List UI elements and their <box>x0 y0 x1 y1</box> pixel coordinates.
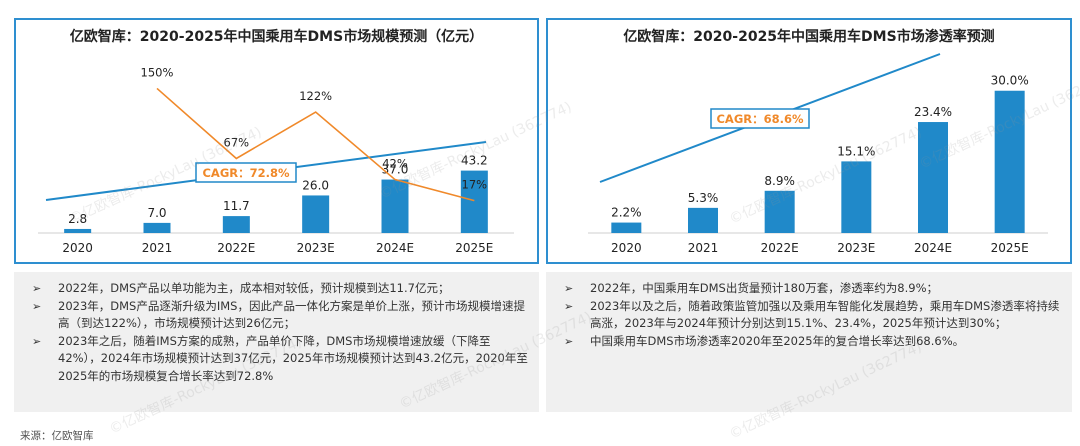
arrow-bullet-icon: ➢ <box>564 334 574 348</box>
bar <box>64 228 92 233</box>
market-size-notes: ➢ 2022年，DMS产品以单功能为主，成本相对较低，预计规模到达11.7亿元； … <box>14 272 539 412</box>
x-tick-label: 2023E <box>837 241 875 255</box>
bar-value-label: 30.0% <box>991 74 1029 88</box>
arrow-bullet-icon: ➢ <box>32 334 42 348</box>
cagr-label: CAGR：68.6% <box>716 112 804 126</box>
bar <box>460 170 488 233</box>
bar <box>302 195 330 233</box>
x-tick-label: 2020 <box>611 241 642 255</box>
note-item: ➢ 2023年，DMS产品逐渐升级为IMS，因此产品一体化方案是单价上涨，预计市场… <box>32 298 525 331</box>
growth-rate-label: 122% <box>299 89 332 103</box>
bar <box>994 90 1025 233</box>
arrow-bullet-icon: ➢ <box>32 299 42 313</box>
bar-value-label: 2.8 <box>68 212 87 226</box>
x-tick-label: 2023E <box>297 241 335 255</box>
growth-rate-line <box>156 87 475 202</box>
bar-value-label: 11.7 <box>223 199 250 213</box>
bar <box>381 179 409 233</box>
bar-value-label: 26.0 <box>302 178 329 192</box>
note-item: ➢ 2022年，DMS产品以单功能为主，成本相对较低，预计规模到达11.7亿元； <box>28 280 529 298</box>
market-size-chart-panel: 亿欧智库：2020-2025年中国乘用车DMS市场规模预测（亿元） 2.8 202… <box>14 18 539 264</box>
note-item: ➢ 中国乘用车DMS市场渗透率2020年至2025年的复合增长率达到68.6%。 <box>560 333 1062 351</box>
x-tick-label: 2020 <box>62 241 93 255</box>
x-tick-label: 2024E <box>914 241 952 255</box>
x-tick-label: 2024E <box>376 241 414 255</box>
cagr-label: CAGR：72.8% <box>202 166 290 180</box>
penetration-chart-title: 亿欧智库：2020-2025年中国乘用车DMS市场渗透率预测 <box>623 29 995 45</box>
bar <box>764 190 795 233</box>
growth-rate-label: 150% <box>141 65 174 79</box>
cagr-box <box>195 162 297 183</box>
note-item: ➢ 2023年之后，随着IMS方案的成熟，产品单价下降，DMS市场规模增速放缓（下… <box>32 333 528 383</box>
market-size-chart-title: 亿欧智库：2020-2025年中国乘用车DMS市场规模预测（亿元） <box>69 29 484 45</box>
bar-value-label: 23.4% <box>914 105 952 119</box>
bar-value-label: 7.0 <box>147 206 166 220</box>
bar <box>841 161 872 233</box>
arrow-bullet-icon: ➢ <box>564 299 574 313</box>
x-tick-label: 2021 <box>142 241 173 255</box>
bar <box>143 222 171 233</box>
note-item: ➢ 2022年，中国乘用车DMS出货量预计180万套，渗透率约为8.9%； <box>560 280 1062 298</box>
note-item: ➢ 2023年以及之后，随着政策监管加强以及乘用车智能化发展趋势，乘用车DMS渗透… <box>564 298 1060 331</box>
growth-rate-label: 67% <box>224 135 250 149</box>
source-note: 来源：亿欧智库 <box>20 430 94 442</box>
bar-value-label: 5.3% <box>688 191 719 205</box>
penetration-notes: ➢ 2022年，中国乘用车DMS出货量预计180万套，渗透率约为8.9%； ➢ 20… <box>546 272 1072 412</box>
bar-value-label: 15.1% <box>837 144 875 158</box>
bar-value-label: 2.2% <box>611 206 642 220</box>
bar <box>688 207 718 233</box>
cagr-box <box>710 108 810 129</box>
x-tick-label: 2025E <box>991 241 1029 255</box>
penetration-chart: 2.2% 2020 5.3% 2021 8.9% 2022E 15.1% 2023E 23.4%… <box>588 53 1048 255</box>
penetration-chart-panel: 亿欧智库：2020-2025年中国乘用车DMS市场渗透率预测 2.2% 2020 5… <box>546 18 1072 264</box>
growth-rate-label: 42% <box>382 157 408 171</box>
x-tick-label: 2021 <box>688 241 719 255</box>
bar <box>222 216 250 233</box>
bar-value-label: 43.2 <box>461 154 488 168</box>
growth-rate-label: 17% <box>462 178 488 192</box>
bar-value-label: 8.9% <box>764 174 795 188</box>
x-tick-label: 2022E <box>217 241 255 255</box>
x-tick-label: 2025E <box>455 241 493 255</box>
arrow-bullet-icon: ➢ <box>564 282 574 295</box>
bar <box>611 222 642 233</box>
x-tick-label: 2022E <box>761 241 799 255</box>
arrow-bullet-icon: ➢ <box>32 282 42 295</box>
bar <box>918 122 948 233</box>
market-size-chart: 2.820207.0202111.72022E26.02023E37.02024… <box>38 65 514 255</box>
